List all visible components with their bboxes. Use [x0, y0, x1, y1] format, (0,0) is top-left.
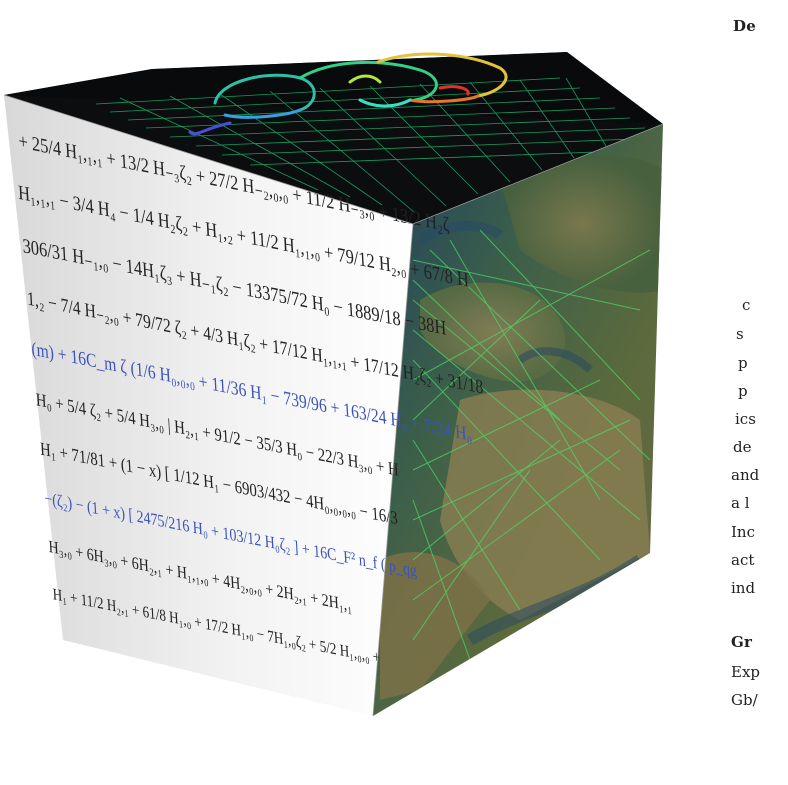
body-line: act: [731, 551, 755, 569]
body-line: s: [736, 325, 744, 343]
top-face-curve: [188, 52, 508, 136]
body-line: Exp: [731, 663, 761, 681]
body-line: and: [731, 466, 760, 484]
body-line: p: [738, 382, 748, 400]
body-line: p: [738, 354, 748, 372]
body-line: a l: [731, 494, 750, 512]
body-line: c: [742, 296, 751, 314]
body-line: ics: [735, 410, 756, 428]
right-face-connection-lines: [412, 229, 651, 661]
cube-left-face: [4, 95, 413, 716]
body-line: Gb/: [731, 691, 758, 709]
cube-edges: [3, 94, 664, 717]
body-line: de: [733, 438, 752, 456]
body-line: Inc: [731, 523, 755, 541]
body-line: ind: [731, 579, 756, 597]
section-heading: De: [733, 17, 756, 35]
subsection-heading: Gr: [731, 633, 753, 651]
cube-top-face: [4, 52, 663, 224]
